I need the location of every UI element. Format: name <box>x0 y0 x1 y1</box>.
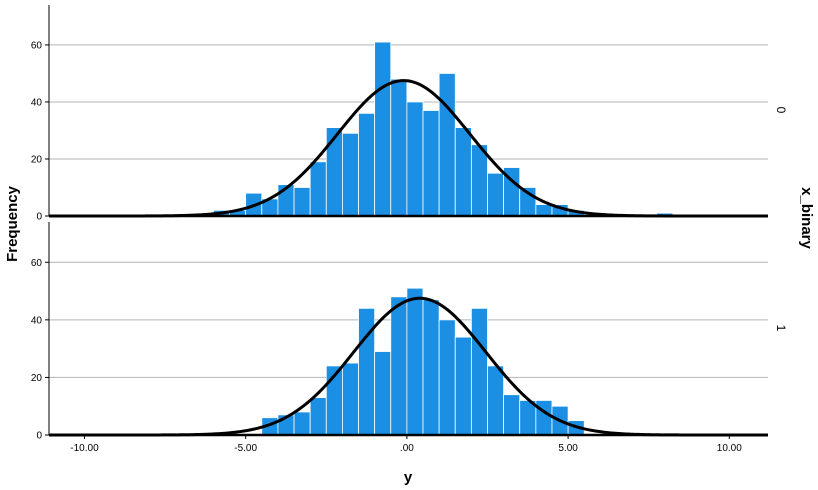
y-tick-label: 40 <box>31 315 43 326</box>
histogram-bar <box>535 400 553 436</box>
histogram-bar <box>535 204 553 217</box>
histogram-bar <box>390 78 408 217</box>
y-tick-label: 60 <box>31 258 43 269</box>
y-tick-label: 0 <box>36 212 42 223</box>
histogram-bar <box>309 397 327 436</box>
normal-curve <box>49 79 768 218</box>
x-tick-label: 5.00 <box>558 443 578 454</box>
y-axis-title: Frequency <box>4 185 21 262</box>
y-tick-label: 20 <box>31 154 43 165</box>
x-tick-label: 10.00 <box>717 443 742 454</box>
histogram-bar <box>342 132 359 217</box>
y-tick-label: 20 <box>31 373 43 384</box>
histogram-bar <box>406 287 424 436</box>
x-tick-label: -10.00 <box>70 443 99 454</box>
histogram-bar <box>390 296 408 436</box>
histogram-bar <box>438 319 456 436</box>
histogram-bar <box>293 411 311 436</box>
histogram-bar <box>454 336 472 436</box>
histogram-bar <box>342 362 359 436</box>
x-tick-label: -5.00 <box>234 443 257 454</box>
y-tick-label: 0 <box>36 431 42 442</box>
histogram-bar <box>422 110 440 217</box>
histogram-bar <box>503 394 521 436</box>
panel-label-1: 1 <box>774 325 788 332</box>
x-axis-title: y <box>404 469 413 486</box>
y-tick-label: 40 <box>31 97 43 108</box>
histogram-bar <box>422 299 440 436</box>
panel-x-binary-1: 0 20 40 60 <box>31 222 768 442</box>
histogram-bar <box>438 73 456 217</box>
histogram-bar <box>293 187 311 217</box>
normal-curve <box>49 296 768 437</box>
histogram-bar <box>454 127 472 217</box>
histogram-bar <box>487 172 505 217</box>
x-axis: -10.00 -5.00 .00 5.00 10.00 <box>70 435 742 454</box>
y-tick-label: 60 <box>31 40 43 51</box>
histogram-bar <box>374 41 392 217</box>
histogram-bar <box>309 161 327 217</box>
histogram-bar <box>487 365 505 436</box>
x-tick-label: .00 <box>400 443 414 454</box>
panel-label-0: 0 <box>774 107 788 114</box>
histogram-bar <box>406 101 424 217</box>
histogram-bar <box>325 127 343 217</box>
panel-x-binary-0: 0 20 40 60 <box>31 5 768 223</box>
histogram-bar <box>374 351 392 436</box>
histogram-bar <box>470 307 488 436</box>
facet-axis-title: x_binary <box>798 187 815 249</box>
histogram-bar <box>358 112 376 217</box>
histogram-bar <box>470 144 488 217</box>
